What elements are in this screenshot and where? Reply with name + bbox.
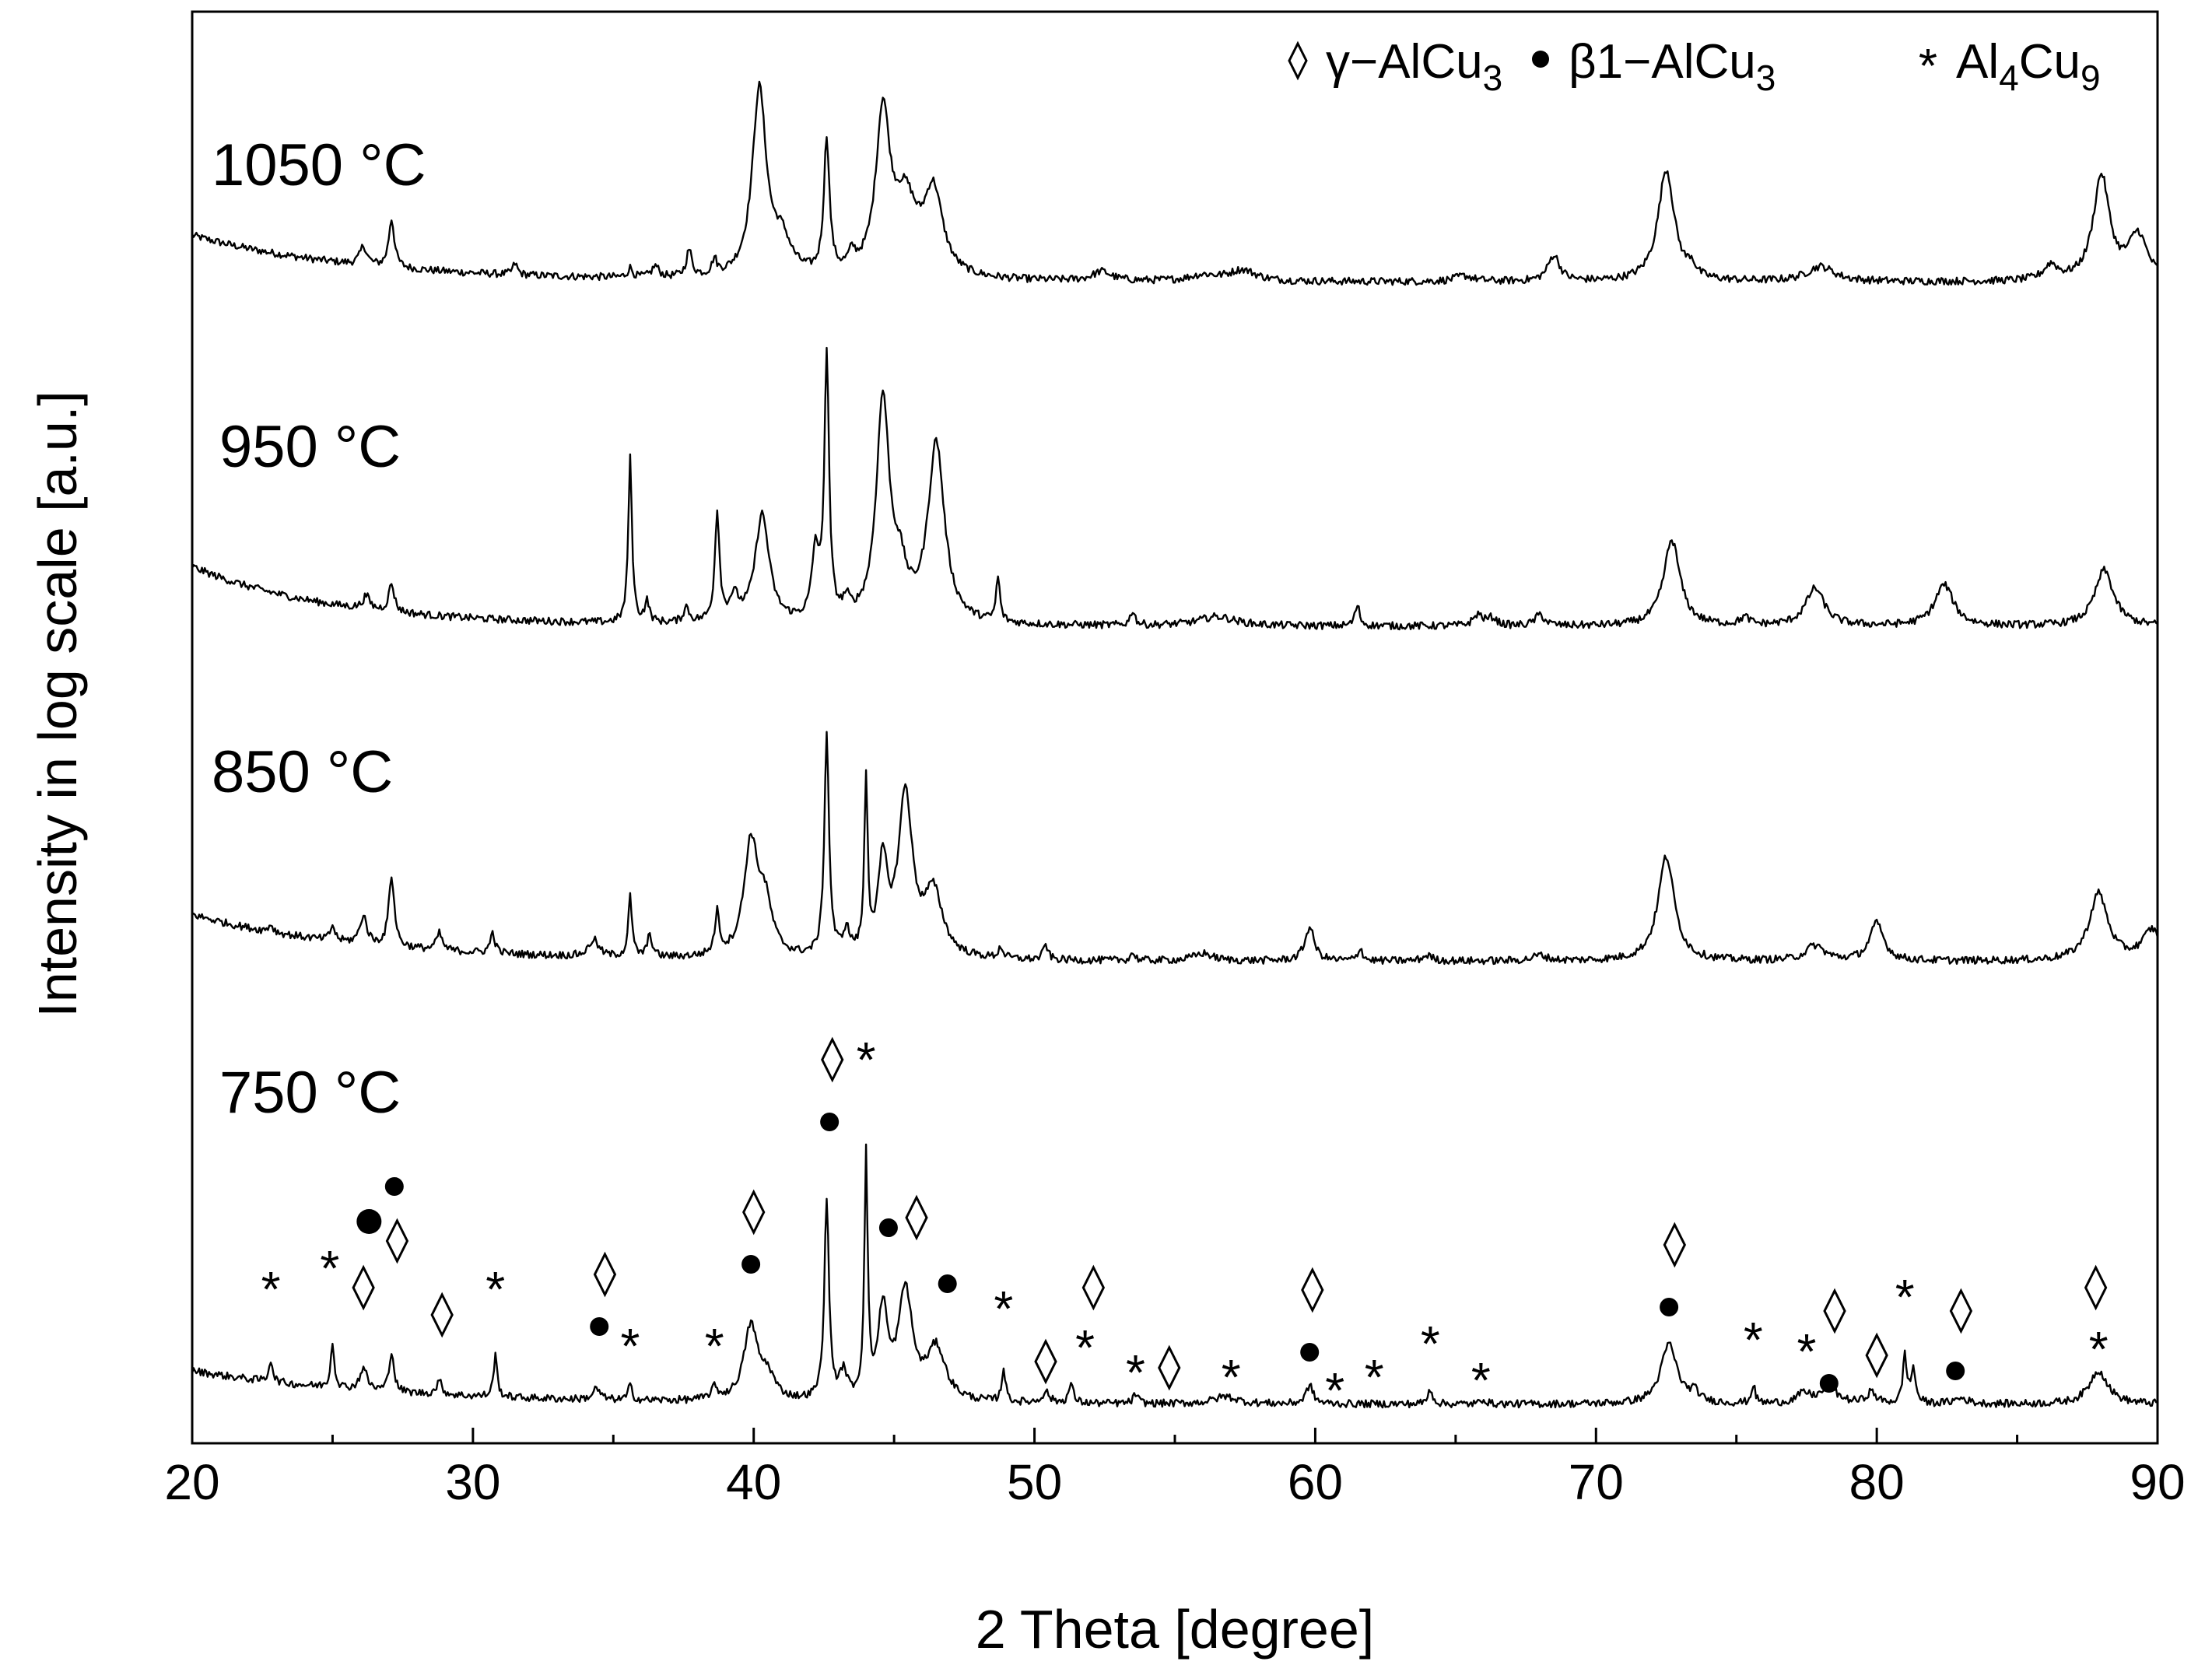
al4cu9-marker: * bbox=[1365, 1349, 1384, 1405]
x-tick-label: 30 bbox=[445, 1454, 500, 1510]
legend-diamond-icon bbox=[1288, 40, 1308, 81]
trace-label: 950 °C bbox=[219, 414, 401, 480]
xrd-trace bbox=[191, 731, 2159, 966]
beta1-alcu3-marker bbox=[1819, 1374, 1839, 1393]
x-tick-label: 40 bbox=[726, 1454, 781, 1510]
xrd-trace bbox=[191, 80, 2158, 286]
al4cu9-marker: * bbox=[857, 1032, 876, 1088]
x-tick-label: 90 bbox=[2130, 1454, 2185, 1510]
al4cu9-marker: * bbox=[1075, 1320, 1095, 1376]
al4cu9-marker: * bbox=[620, 1318, 640, 1374]
legend-label: β1−AlCu3 bbox=[1569, 35, 1776, 98]
x-tick-label: 50 bbox=[1007, 1454, 1062, 1510]
x-axis-ticks: 20 30 40 50 60 70 80 90 bbox=[164, 1428, 2186, 1510]
trace-label: 850 °C bbox=[212, 739, 393, 805]
gamma-alcu3-marker bbox=[2084, 1264, 2108, 1311]
legend-label: γ−AlCu3 bbox=[1326, 35, 1502, 98]
legend-dot-icon bbox=[1532, 51, 1549, 68]
trace-labels: 1050 °C 950 °C 850 °C 750 °C bbox=[212, 132, 426, 1126]
gamma-alcu3-marker bbox=[385, 1218, 409, 1264]
beta1-alcu3-marker bbox=[878, 1218, 898, 1237]
x-axis-label: 2 Theta [degree] bbox=[976, 1599, 1374, 1660]
al4cu9-marker: * bbox=[994, 1281, 1013, 1337]
beta1-alcu3-marker bbox=[590, 1317, 609, 1336]
gamma-alcu3-marker bbox=[1865, 1332, 1888, 1379]
beta1-alcu3-marker bbox=[741, 1255, 761, 1274]
x-tick-label: 80 bbox=[1849, 1454, 1905, 1510]
al4cu9-marker: * bbox=[1421, 1316, 1440, 1372]
beta1-alcu3-marker bbox=[820, 1113, 840, 1131]
x-tick-label: 70 bbox=[1569, 1454, 1624, 1510]
beta1-alcu3-marker bbox=[938, 1274, 957, 1293]
al4cu9-marker: * bbox=[1126, 1344, 1145, 1400]
al4cu9-marker: * bbox=[320, 1240, 339, 1296]
al4cu9-marker: * bbox=[1744, 1312, 1763, 1368]
gamma-alcu3-marker bbox=[1949, 1288, 1973, 1334]
beta1-alcu3-marker bbox=[1946, 1362, 1965, 1380]
gamma-alcu3-marker bbox=[1823, 1288, 1846, 1334]
al4cu9-marker: * bbox=[1895, 1269, 1915, 1325]
legend-item: * Al4Cu9 bbox=[1919, 35, 2101, 98]
legend: γ−AlCu3 β1−AlCu3 * Al4Cu9 bbox=[1288, 35, 2101, 98]
gamma-alcu3-marker bbox=[1158, 1344, 1181, 1391]
y-axis-label: Intensity in log scale [a.u.] bbox=[27, 391, 88, 1017]
al4cu9-marker: * bbox=[2089, 1321, 2109, 1377]
xrd-trace bbox=[191, 346, 2158, 631]
xrd-traces bbox=[191, 80, 2159, 1409]
gamma-alcu3-marker bbox=[821, 1036, 844, 1083]
gamma-alcu3-marker bbox=[430, 1292, 454, 1338]
plot-frame bbox=[191, 10, 2159, 1445]
gamma-alcu3-marker bbox=[905, 1194, 928, 1241]
gamma-alcu3-marker bbox=[1301, 1267, 1324, 1313]
beta1-alcu3-marker bbox=[1660, 1298, 1679, 1316]
beta1-alcu3-marker bbox=[356, 1209, 382, 1234]
legend-item: γ−AlCu3 bbox=[1288, 35, 1502, 98]
al4cu9-marker: * bbox=[1471, 1352, 1491, 1408]
phase-markers: * * * * * * * * * * * * * * * * * * bbox=[261, 1032, 2109, 1418]
gamma-alcu3-marker bbox=[1663, 1222, 1687, 1268]
gamma-alcu3-marker bbox=[1081, 1264, 1106, 1311]
trace-label: 1050 °C bbox=[212, 132, 426, 198]
beta1-alcu3-marker bbox=[384, 1177, 404, 1196]
al4cu9-marker: * bbox=[705, 1318, 724, 1374]
al4cu9-marker: * bbox=[261, 1261, 281, 1317]
x-tick-label: 20 bbox=[164, 1454, 219, 1510]
gamma-alcu3-marker bbox=[593, 1251, 617, 1298]
x-tick-label: 60 bbox=[1288, 1454, 1343, 1510]
beta1-alcu3-marker bbox=[1300, 1343, 1320, 1362]
legend-star-icon: * bbox=[1919, 40, 1937, 93]
al4cu9-marker: * bbox=[1222, 1349, 1241, 1405]
gamma-alcu3-marker bbox=[1034, 1338, 1057, 1385]
plot-area-border bbox=[191, 10, 2159, 1445]
gamma-alcu3-marker bbox=[352, 1264, 375, 1311]
trace-label: 750 °C bbox=[219, 1060, 401, 1126]
al4cu9-marker: * bbox=[1797, 1323, 1816, 1379]
legend-label: Al4Cu9 bbox=[1956, 35, 2101, 98]
al4cu9-marker: * bbox=[1325, 1362, 1344, 1418]
gamma-alcu3-marker bbox=[742, 1189, 766, 1236]
al4cu9-marker: * bbox=[486, 1261, 505, 1317]
legend-item: β1−AlCu3 bbox=[1532, 35, 1776, 98]
